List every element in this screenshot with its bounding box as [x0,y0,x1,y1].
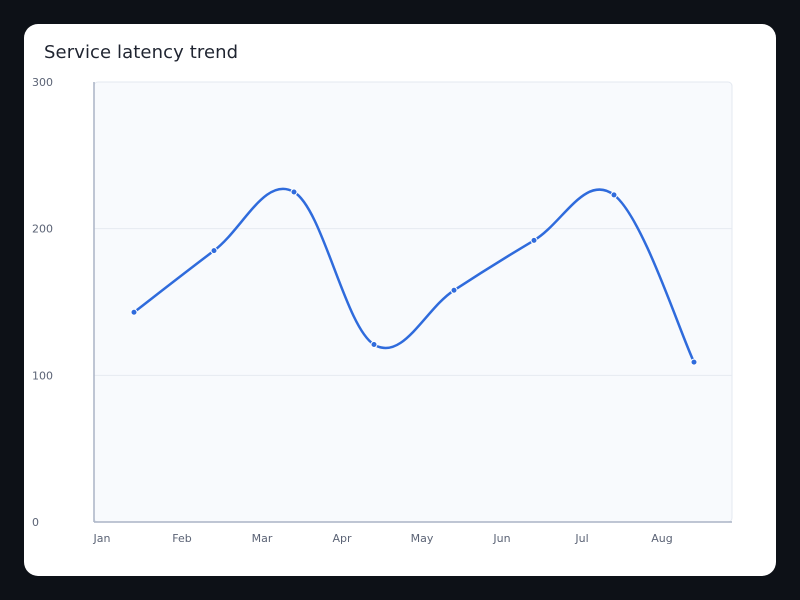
data-point [370,341,378,349]
line-chart: 0 100 200 300 Jan Feb Mar Apr May Jun Jul Aug [32,76,733,545]
y-tick-label: 100 [32,369,53,382]
plot-area [93,81,733,523]
x-tick-label: Mar [252,532,273,545]
grid-lines [94,228,732,376]
data-point [530,236,538,244]
x-tick-label: Jul [574,532,588,545]
x-tick-label: Feb [172,532,191,545]
x-tick-labels: Jan Feb Mar Apr May Jun Jul Aug [93,532,673,545]
x-tick-label: Jan [93,532,111,545]
data-point [290,188,298,196]
x-tick-label: Jun [492,532,510,545]
data-point [450,286,458,294]
chart-card: Service latency trend 0 100 200 300 Jan Feb M… [24,24,776,576]
chart-title: Service latency trend [44,42,239,63]
x-tick-label: Apr [332,532,352,545]
data-points [130,188,698,366]
y-tick-labels: 0 100 200 300 [32,76,53,529]
x-tick-label: May [411,532,434,545]
data-point [690,358,698,366]
y-tick-label: 300 [32,76,53,89]
y-tick-label: 200 [32,223,53,236]
data-point [210,247,218,255]
data-point [610,191,618,199]
data-point [130,308,138,316]
y-tick-label: 0 [32,516,39,529]
x-tick-label: Aug [651,532,672,545]
